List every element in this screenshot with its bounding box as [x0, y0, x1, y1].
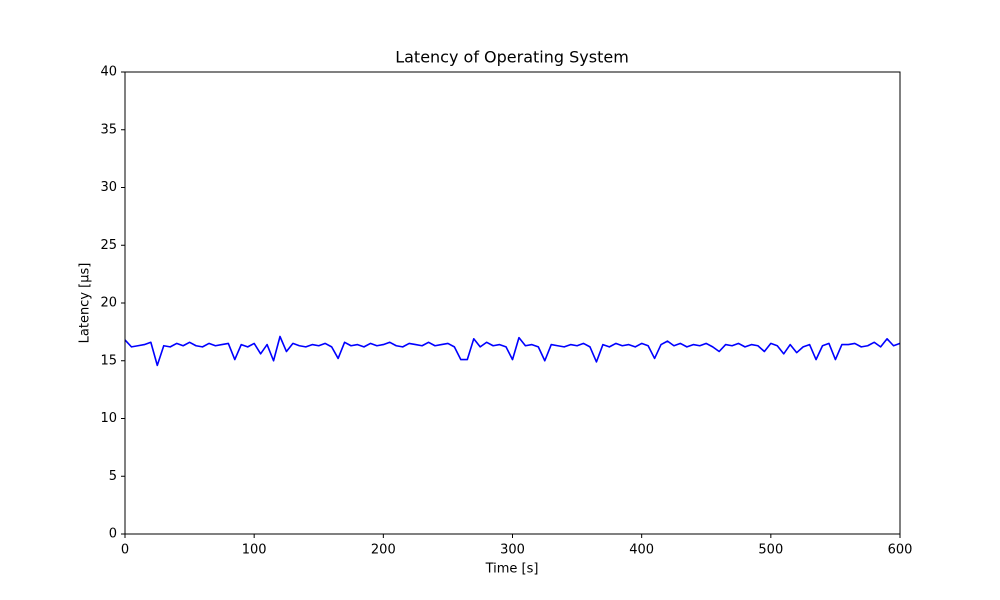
x-tick-label: 200 — [371, 543, 396, 558]
y-tick-label: 30 — [100, 180, 117, 195]
x-tick-label: 0 — [121, 543, 129, 558]
x-tick-label: 100 — [242, 543, 267, 558]
x-axis-label: Time [s] — [485, 562, 539, 577]
y-axis-label: Latency [µs] — [78, 263, 93, 344]
y-tick-label: 15 — [100, 353, 117, 368]
y-tick-label: 25 — [100, 238, 117, 253]
y-tick-label: 20 — [100, 296, 117, 311]
line-series — [124, 335, 901, 367]
y-tick-label: 35 — [100, 122, 117, 137]
x-tick-label: 600 — [888, 543, 913, 558]
y-tick-label: 40 — [100, 65, 117, 80]
x-tick-label: 400 — [629, 543, 654, 558]
y-tick-label: 10 — [100, 411, 117, 426]
chart-title: Latency of Operating System — [395, 48, 629, 67]
x-tick-label: 300 — [500, 543, 525, 558]
y-tick-label: 5 — [109, 469, 117, 484]
plot-frame — [124, 71, 901, 535]
y-tick-label: 0 — [109, 527, 117, 542]
x-tick-label: 500 — [758, 543, 783, 558]
